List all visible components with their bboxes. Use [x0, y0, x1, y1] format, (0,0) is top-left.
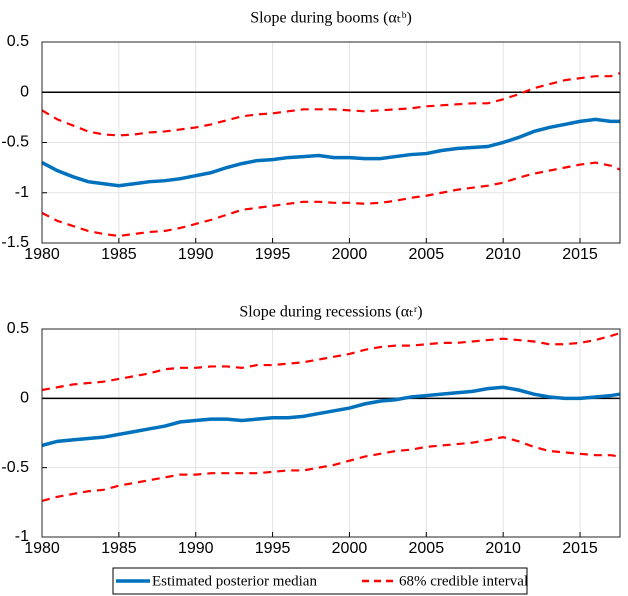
plot-frame — [41, 328, 621, 538]
legend-label: Estimated posterior median — [152, 573, 317, 589]
x-tick-label: 1980 — [24, 540, 60, 557]
plot-frame — [41, 41, 621, 244]
x-tick-label: 2010 — [485, 540, 521, 557]
x-tick-label: 1985 — [101, 246, 137, 263]
legend-box — [112, 567, 528, 595]
series-line — [41, 332, 621, 392]
x-tick-label: 2010 — [485, 246, 521, 263]
series-line — [41, 161, 621, 238]
series-line — [41, 385, 621, 448]
x-tick-label: 1995 — [255, 540, 291, 557]
y-tick-label: -0.5 — [1, 134, 29, 151]
plot-area — [42, 329, 620, 537]
chart-title: Slope during booms (αₜᵇ) — [250, 10, 412, 27]
series-line — [41, 72, 621, 137]
x-tick-label: 2005 — [409, 246, 445, 263]
x-tick-label: 2005 — [409, 540, 445, 557]
x-tick-label: 2015 — [562, 540, 598, 557]
y-tick-label: 0.5 — [7, 33, 29, 50]
y-tick-label: -0.5 — [1, 459, 29, 476]
x-tick-label: 2000 — [332, 246, 368, 263]
chart-title: Slope during recessions (αₜʳ) — [239, 304, 422, 321]
x-tick-label: 1985 — [101, 540, 137, 557]
x-tick-label: 1990 — [178, 246, 214, 263]
x-tick-label: 2000 — [332, 540, 368, 557]
x-tick-label: 2015 — [562, 246, 598, 263]
y-tick-label: -1.5 — [1, 234, 29, 251]
x-tick-label: 1980 — [24, 246, 60, 263]
legend-label: 68% credible interval — [399, 573, 528, 589]
y-tick-label: 0 — [20, 390, 29, 407]
y-tick-label: 0 — [20, 83, 29, 100]
series-line — [41, 117, 620, 188]
x-tick-label: 1990 — [178, 540, 214, 557]
y-tick-label: 0.5 — [7, 320, 29, 337]
series-line — [41, 436, 621, 503]
x-tick-label: 1995 — [255, 246, 291, 263]
y-tick-label: -1 — [15, 184, 29, 201]
y-tick-label: -1 — [15, 528, 29, 545]
